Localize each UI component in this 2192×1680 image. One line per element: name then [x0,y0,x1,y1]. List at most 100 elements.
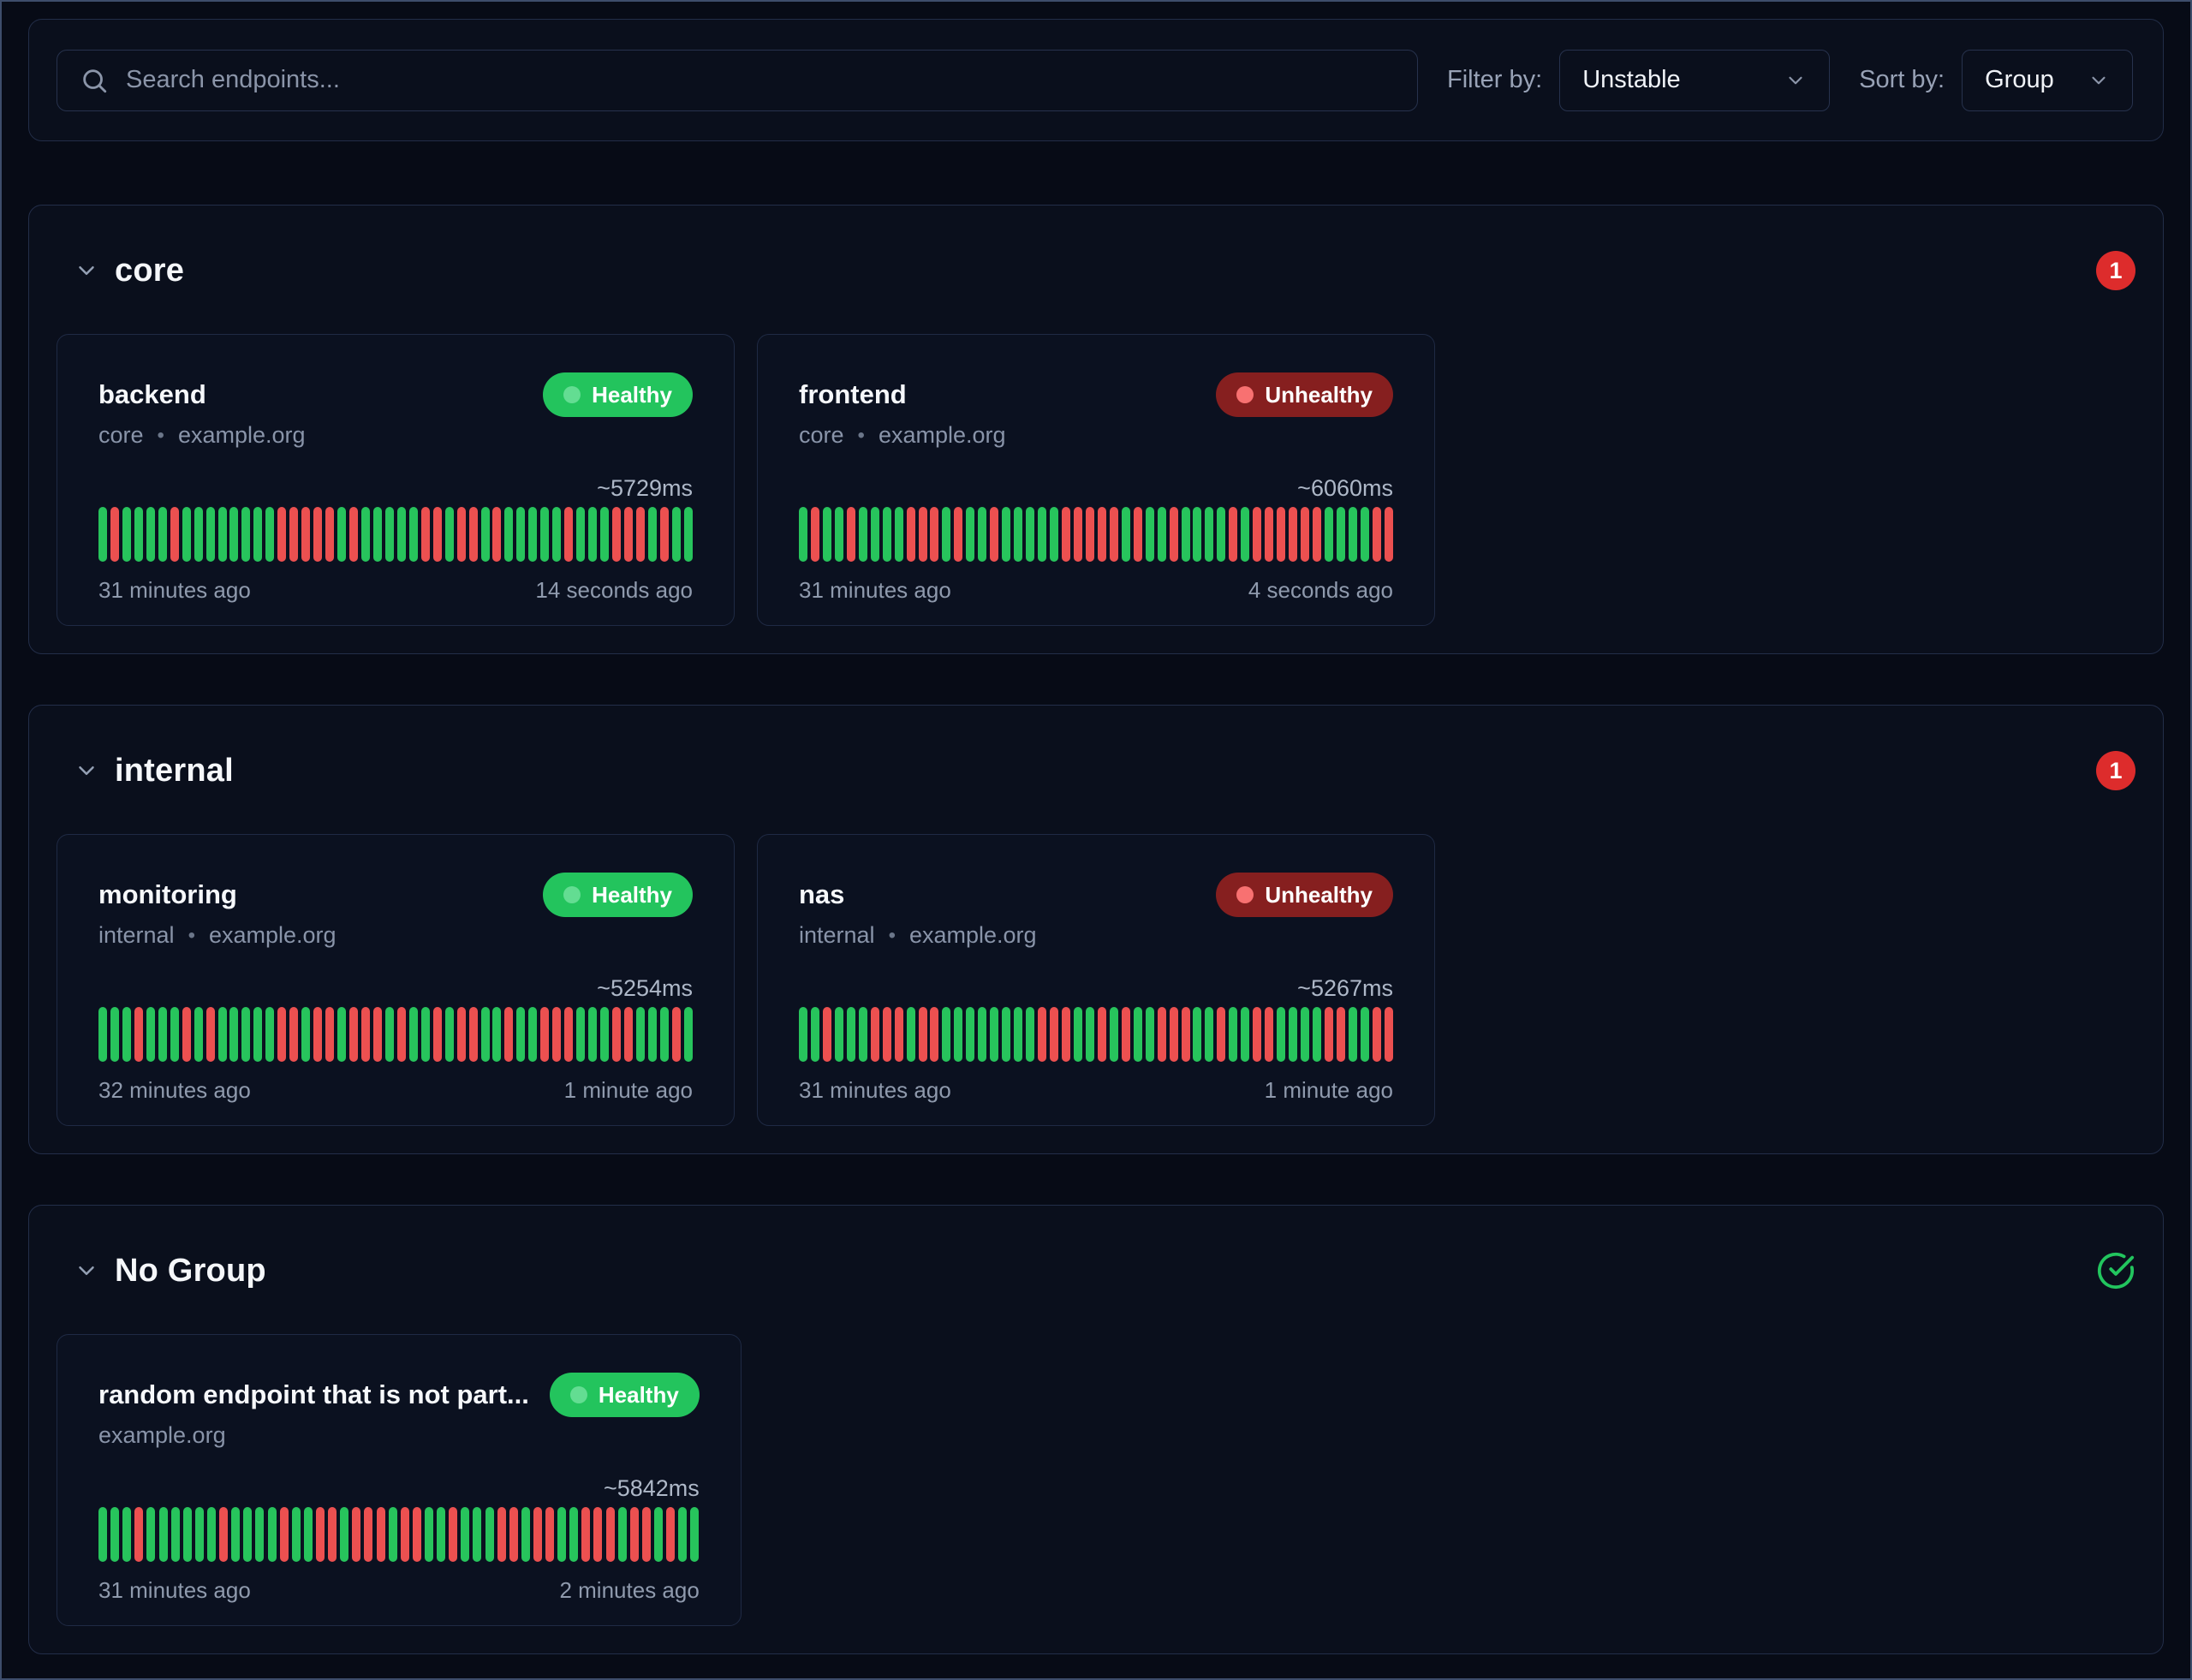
health-bar-failure[interactable] [313,1007,323,1062]
health-bar-success[interactable] [528,1007,538,1062]
health-bar-success[interactable] [1205,1007,1214,1062]
health-bar-success[interactable] [420,1007,430,1062]
health-bar-success[interactable] [894,507,903,562]
health-bar-success[interactable] [617,1507,627,1562]
health-bar-failure[interactable] [1169,507,1178,562]
health-bar-success[interactable] [340,1507,349,1562]
health-bar-success[interactable] [846,1007,855,1062]
health-bar-success[interactable] [822,507,831,562]
health-bar-success[interactable] [360,507,370,562]
health-bar-success[interactable] [194,1507,204,1562]
health-bar-success[interactable] [1181,507,1190,562]
health-bar-success[interactable] [384,507,394,562]
health-bar-success[interactable] [337,1007,347,1062]
health-bar-success[interactable] [241,1007,251,1062]
group-header[interactable]: No Group [57,1230,2135,1312]
health-bar-failure[interactable] [1073,507,1082,562]
health-bar-success[interactable] [600,507,610,562]
health-bar-success[interactable] [966,507,975,562]
health-bar-failure[interactable] [412,1507,421,1562]
endpoint-card[interactable]: nas Unhealthy internal • example.org ~52… [757,834,1435,1126]
health-bar-success[interactable] [243,1507,253,1562]
health-bar-failure[interactable] [504,1007,514,1062]
endpoint-card[interactable]: frontend Unhealthy core • example.org ~6… [757,334,1435,626]
health-bar-failure[interactable] [400,1507,409,1562]
health-bar-success[interactable] [1348,1007,1357,1062]
health-bar-success[interactable] [1241,507,1250,562]
health-bar-success[interactable] [146,1507,156,1562]
health-bar-failure[interactable] [468,1007,478,1062]
health-bar-failure[interactable] [1050,1007,1059,1062]
health-bar-success[interactable] [504,507,514,562]
health-bar-failure[interactable] [1277,507,1286,562]
health-bar-failure[interactable] [593,1507,603,1562]
health-bar-failure[interactable] [364,1507,373,1562]
health-bar-success[interactable] [557,1507,567,1562]
health-bar-success[interactable] [182,1507,192,1562]
health-bar-failure[interactable] [641,1507,651,1562]
health-bar-failure[interactable] [1265,1007,1274,1062]
health-bar-success[interactable] [1241,1007,1250,1062]
health-bar-success[interactable] [437,1507,446,1562]
health-bar-success[interactable] [576,507,586,562]
health-bar-failure[interactable] [432,507,442,562]
health-bar-success[interactable] [217,507,227,562]
health-bar-success[interactable] [444,1007,454,1062]
health-bar-failure[interactable] [671,1007,681,1062]
health-bar-success[interactable] [659,1007,669,1062]
health-bar-success[interactable] [588,507,598,562]
health-bar-success[interactable] [569,1507,579,1562]
health-bar-failure[interactable] [492,507,502,562]
health-bar-success[interactable] [253,507,263,562]
health-bar-failure[interactable] [1061,1007,1070,1062]
health-bar-success[interactable] [858,1007,867,1062]
health-bar-success[interactable] [231,1507,241,1562]
chevron-down-icon[interactable] [74,258,99,283]
health-bar-failure[interactable] [170,507,179,562]
health-bar-failure[interactable] [822,1007,831,1062]
health-bar-success[interactable] [122,1507,132,1562]
health-bar-failure[interactable] [372,1007,382,1062]
health-bar-success[interactable] [1085,1007,1094,1062]
health-bar-failure[interactable] [540,1007,550,1062]
health-bar-success[interactable] [485,1507,494,1562]
endpoint-card[interactable]: monitoring Healthy internal • example.or… [57,834,735,1126]
health-bar-failure[interactable] [870,1007,879,1062]
health-bar-failure[interactable] [420,507,430,562]
chevron-down-icon[interactable] [74,1258,99,1284]
health-bar-success[interactable] [690,1507,700,1562]
health-bar-failure[interactable] [219,1507,229,1562]
health-bar-failure[interactable] [545,1507,555,1562]
health-bar-success[interactable] [1109,1007,1118,1062]
health-bar-success[interactable] [600,1007,610,1062]
health-bar-success[interactable] [540,507,550,562]
health-bar-failure[interactable] [1217,1007,1226,1062]
health-bar-success[interactable] [1038,507,1047,562]
chevron-down-icon[interactable] [74,758,99,783]
health-bar-failure[interactable] [1097,507,1106,562]
health-bar-failure[interactable] [277,507,287,562]
health-bar-failure[interactable] [1336,1007,1345,1062]
health-bar-failure[interactable] [289,1007,299,1062]
health-bar-failure[interactable] [468,507,478,562]
health-bar-success[interactable] [954,1007,963,1062]
health-bar-success[interactable] [799,507,807,562]
health-bar-success[interactable] [206,1507,216,1562]
health-bar-success[interactable] [810,1007,819,1062]
health-bar-success[interactable] [480,1007,490,1062]
health-bar-failure[interactable] [1109,507,1118,562]
search-box[interactable] [57,49,1418,111]
group-header[interactable]: internal 1 [57,730,2135,812]
health-bar-failure[interactable] [1384,507,1393,562]
health-bar-success[interactable] [170,1007,179,1062]
health-bar-success[interactable] [384,1007,394,1062]
sort-select[interactable]: Group [1962,49,2134,111]
filter-select[interactable]: Unstable [1559,49,1831,111]
health-bar-success[interactable] [1145,1007,1154,1062]
health-bar-failure[interactable] [497,1507,506,1562]
health-bar-failure[interactable] [206,1007,215,1062]
health-bar-success[interactable] [671,507,681,562]
health-bar-success[interactable] [516,1007,526,1062]
health-bar-failure[interactable] [134,1507,144,1562]
health-bar-success[interactable] [1050,507,1059,562]
